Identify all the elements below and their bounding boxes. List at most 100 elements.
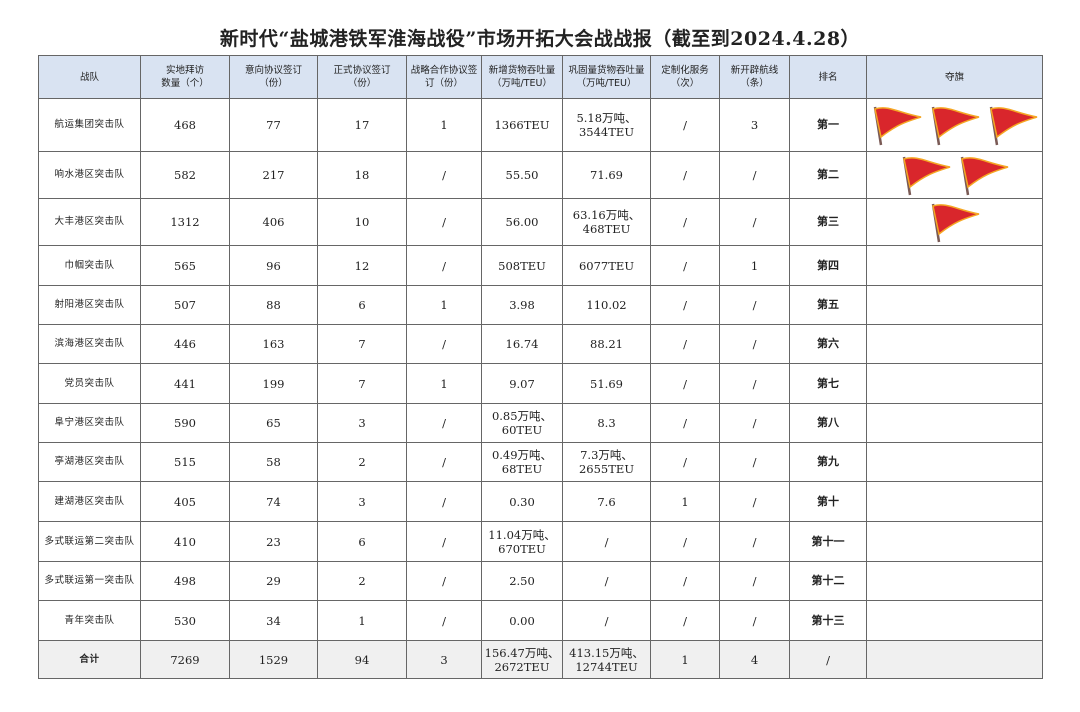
cell-custom: / bbox=[650, 442, 720, 482]
cell-consolidated: 88.21 bbox=[562, 324, 651, 364]
cell-flags bbox=[866, 481, 1043, 522]
cell-flags bbox=[866, 640, 1043, 679]
cell-strategic: / bbox=[406, 561, 482, 601]
cell-visits: 498 bbox=[140, 561, 230, 601]
cell-custom: / bbox=[650, 151, 720, 199]
cell-consolidated: 63.16万吨、 468TEU bbox=[562, 198, 651, 246]
cell-new-throughput: 56.00 bbox=[481, 198, 563, 246]
cell-rank: 第三 bbox=[789, 198, 867, 246]
cell-intent: 217 bbox=[229, 151, 318, 199]
cell-consolidated: 71.69 bbox=[562, 151, 651, 199]
table-row: 党员突击队 441 199 7 1 9.07 51.69// 第七 bbox=[38, 363, 1043, 404]
cell-strategic: / bbox=[406, 481, 482, 522]
cell-consolidated: / bbox=[562, 521, 651, 562]
red-flag-icon bbox=[985, 103, 1041, 147]
cell-strategic: / bbox=[406, 600, 482, 641]
cell-visits: 565 bbox=[140, 245, 230, 286]
table-row: 建湖港区突击队 405 74 3/0.30 7.6 1/第十 bbox=[38, 481, 1043, 522]
cell-rank: 第四 bbox=[789, 245, 867, 286]
cell-strategic: / bbox=[406, 521, 482, 562]
column-header: 战队 bbox=[38, 55, 141, 99]
cell-new-throughput: 0.49万吨、 68TEU bbox=[481, 442, 563, 482]
total-row: 合计 7269 1529 94 3 156.47万吨、 2672TEU 413.15万吨、 12… bbox=[38, 640, 1043, 679]
cell-formal: 18 bbox=[317, 151, 407, 199]
column-header: 夺旗 bbox=[866, 55, 1043, 99]
cell-custom: / bbox=[650, 600, 720, 641]
cell-rank: 第十一 bbox=[789, 521, 867, 562]
cell-flags bbox=[866, 521, 1043, 562]
cell-new-throughput: 0.85万吨、 60TEU bbox=[481, 403, 563, 443]
cell-flags bbox=[866, 600, 1043, 641]
cell-consolidated: 7.3万吨、 2655TEU bbox=[562, 442, 651, 482]
table-row: 阜宁港区突击队 590 65 3/0.85万吨、 60TEU 8.3// 第八 bbox=[38, 403, 1043, 443]
cell-new-throughput: 508TEU bbox=[481, 245, 563, 286]
cell-custom: / bbox=[650, 98, 720, 152]
column-header: 意向协议签订 （份） bbox=[229, 55, 318, 99]
cell-visits: 7269 bbox=[140, 640, 230, 679]
cell-routes: 3 bbox=[719, 98, 790, 152]
cell-custom: / bbox=[650, 198, 720, 246]
cell-formal: 1 bbox=[317, 600, 407, 641]
cell-flags bbox=[866, 363, 1043, 404]
cell-routes: / bbox=[719, 481, 790, 522]
cell-formal: 6 bbox=[317, 285, 407, 325]
cell-rank: 第九 bbox=[789, 442, 867, 482]
cell-strategic: 3 bbox=[406, 640, 482, 679]
cell-visits: 410 bbox=[140, 521, 230, 562]
cell-team: 合计 bbox=[38, 640, 141, 679]
red-flag-icon bbox=[898, 153, 954, 197]
cell-formal: 12 bbox=[317, 245, 407, 286]
cell-visits: 468 bbox=[140, 98, 230, 152]
cell-team: 响水港区突击队 bbox=[38, 151, 141, 199]
cell-routes: 4 bbox=[719, 640, 790, 679]
cell-flags bbox=[866, 561, 1043, 601]
cell-formal: 6 bbox=[317, 521, 407, 562]
cell-routes: / bbox=[719, 198, 790, 246]
cell-visits: 530 bbox=[140, 600, 230, 641]
cell-routes: / bbox=[719, 561, 790, 601]
cell-strategic: / bbox=[406, 151, 482, 199]
cell-routes: / bbox=[719, 363, 790, 404]
cell-custom: / bbox=[650, 521, 720, 562]
page-title: 新时代“盐城港铁军淮海战役”市场开拓大会战战报（截至到2024.4.28） bbox=[219, 28, 861, 50]
cell-rank: 第十三 bbox=[789, 600, 867, 641]
cell-flags bbox=[866, 442, 1043, 482]
cell-intent: 406 bbox=[229, 198, 318, 246]
cell-visits: 507 bbox=[140, 285, 230, 325]
cell-routes: / bbox=[719, 521, 790, 562]
cell-consolidated: / bbox=[562, 561, 651, 601]
column-header: 实地拜访 数量（个） bbox=[140, 55, 230, 99]
cell-routes: / bbox=[719, 324, 790, 364]
cell-strategic: / bbox=[406, 324, 482, 364]
cell-new-throughput: 55.50 bbox=[481, 151, 563, 199]
cell-strategic: 1 bbox=[406, 363, 482, 404]
cell-formal: 3 bbox=[317, 481, 407, 522]
cell-flags bbox=[866, 403, 1043, 443]
cell-strategic: / bbox=[406, 245, 482, 286]
cell-custom: / bbox=[650, 285, 720, 325]
cell-formal: 7 bbox=[317, 363, 407, 404]
table-row: 航运集团突击队 468 77 17 1 1366TEU 5.18万吨、 3544TEU/3 第一 bbox=[38, 98, 1043, 152]
cell-routes: / bbox=[719, 285, 790, 325]
cell-custom: / bbox=[650, 363, 720, 404]
cell-intent: 88 bbox=[229, 285, 318, 325]
column-header: 新增货物吞吐量 （万吨/TEU） bbox=[481, 55, 563, 99]
cell-strategic: / bbox=[406, 403, 482, 443]
cell-new-throughput: 1366TEU bbox=[481, 98, 563, 152]
cell-flags bbox=[866, 151, 1043, 199]
cell-new-throughput: 3.98 bbox=[481, 285, 563, 325]
battle-report-table: 战队 实地拜访 数量（个） 意向协议签订 （份） 正式协议签订 （份） 战略合作协议签 订（份）… bbox=[38, 55, 1043, 679]
cell-custom: / bbox=[650, 324, 720, 364]
cell-visits: 446 bbox=[140, 324, 230, 364]
cell-custom: 1 bbox=[650, 640, 720, 679]
cell-team: 巾帼突击队 bbox=[38, 245, 141, 286]
cell-routes: / bbox=[719, 442, 790, 482]
cell-intent: 1529 bbox=[229, 640, 318, 679]
column-header: 定制化服务 （次） bbox=[650, 55, 720, 99]
cell-team: 滨海港区突击队 bbox=[38, 324, 141, 364]
cell-intent: 163 bbox=[229, 324, 318, 364]
cell-team: 大丰港区突击队 bbox=[38, 198, 141, 246]
cell-intent: 29 bbox=[229, 561, 318, 601]
cell-rank: 第十二 bbox=[789, 561, 867, 601]
cell-visits: 441 bbox=[140, 363, 230, 404]
